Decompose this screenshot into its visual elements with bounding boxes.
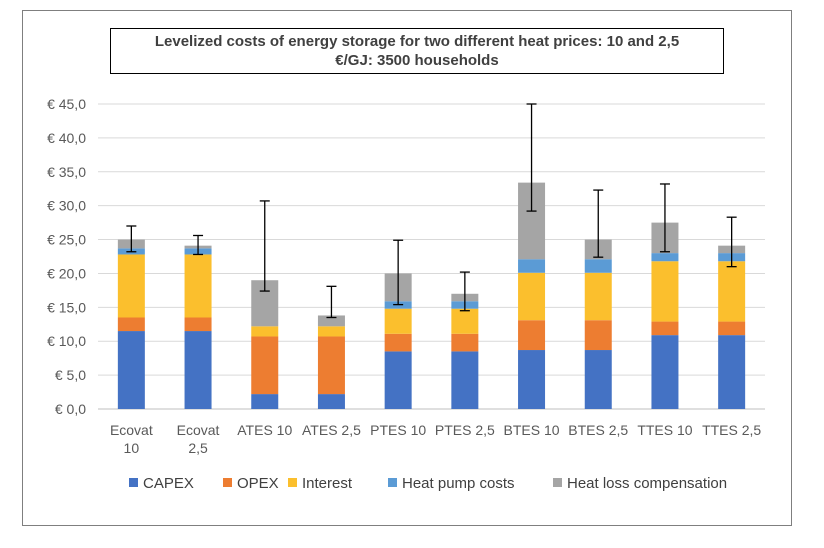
x-tick-label: BTES 10 bbox=[504, 422, 560, 438]
bar-segment bbox=[384, 333, 412, 352]
x-tick-label: BTES 2,5 bbox=[568, 422, 628, 438]
bar-segment bbox=[584, 272, 612, 321]
y-tick-label: € 40,0 bbox=[47, 130, 86, 146]
legend-label: Heat pump costs bbox=[402, 475, 515, 492]
y-tick-label: € 35,0 bbox=[47, 164, 86, 180]
legend-swatch bbox=[388, 478, 397, 487]
bar-segment bbox=[317, 315, 345, 327]
bar-segment bbox=[718, 261, 746, 322]
x-tick-label: PTES 2,5 bbox=[435, 422, 495, 438]
bar-segment bbox=[584, 320, 612, 351]
bar-segment bbox=[384, 308, 412, 334]
bar-segment bbox=[584, 259, 612, 273]
x-tick-label: TTES 10 bbox=[637, 422, 692, 438]
bar-segment bbox=[584, 350, 612, 409]
bar-segment bbox=[651, 253, 679, 262]
chart-title: Levelized costs of energy storage for tw… bbox=[110, 28, 724, 74]
y-tick-label: € 15,0 bbox=[47, 299, 86, 315]
y-tick-label: € 5,0 bbox=[55, 367, 86, 383]
bar-segment bbox=[317, 394, 345, 409]
x-tick-label: ATES 10 bbox=[237, 422, 292, 438]
y-tick-label: € 45,0 bbox=[47, 96, 86, 112]
bar-segment bbox=[518, 350, 546, 409]
bar-segment bbox=[518, 272, 546, 321]
bar-segment bbox=[251, 394, 279, 409]
bar-segment bbox=[184, 254, 212, 318]
legend-label: Heat loss compensation bbox=[567, 475, 727, 492]
legend-label: Interest bbox=[302, 475, 353, 492]
bar-segment bbox=[718, 321, 746, 336]
legend-swatch bbox=[288, 478, 297, 487]
bar-segment bbox=[451, 308, 479, 334]
bar-segment bbox=[317, 336, 345, 395]
y-tick-label: € 30,0 bbox=[47, 198, 86, 214]
x-tick-label: 2,5 bbox=[188, 440, 208, 456]
y-tick-label: € 20,0 bbox=[47, 265, 86, 281]
bar-segment bbox=[451, 351, 479, 409]
bar-segment bbox=[518, 320, 546, 351]
bar-segment bbox=[317, 326, 345, 337]
legend-swatch bbox=[129, 478, 138, 487]
bar-segment bbox=[651, 261, 679, 322]
x-tick-label: ATES 2,5 bbox=[302, 422, 361, 438]
chart-title-line-1: Levelized costs of energy storage for tw… bbox=[154, 33, 680, 50]
legend-label: OPEX bbox=[237, 475, 279, 492]
x-tick-label: Ecovat bbox=[177, 422, 220, 438]
bar-segment bbox=[184, 317, 212, 332]
x-tick-label: PTES 10 bbox=[370, 422, 426, 438]
y-tick-label: € 0,0 bbox=[55, 401, 86, 417]
bar-segment bbox=[718, 335, 746, 409]
x-tick-label: TTES 2,5 bbox=[702, 422, 761, 438]
chart-title-line-2: €/GJ: 3500 households bbox=[335, 52, 499, 69]
bar-segment bbox=[117, 254, 145, 318]
bar-segment bbox=[384, 351, 412, 409]
bar-segment bbox=[651, 321, 679, 336]
legend-label: CAPEX bbox=[143, 475, 194, 492]
bar-segment bbox=[251, 326, 279, 337]
bar-segment bbox=[518, 259, 546, 273]
bar-segment bbox=[651, 335, 679, 409]
bar-segment bbox=[117, 331, 145, 409]
legend-swatch bbox=[223, 478, 232, 487]
y-tick-label: € 10,0 bbox=[47, 333, 86, 349]
x-tick-label: 10 bbox=[124, 440, 140, 456]
y-tick-label: € 25,0 bbox=[47, 232, 86, 248]
x-tick-label: Ecovat bbox=[110, 422, 153, 438]
bar-segment bbox=[251, 336, 279, 395]
bar-segment bbox=[451, 333, 479, 352]
bar-segment bbox=[117, 317, 145, 332]
legend-swatch bbox=[553, 478, 562, 487]
bar-segment bbox=[184, 331, 212, 409]
